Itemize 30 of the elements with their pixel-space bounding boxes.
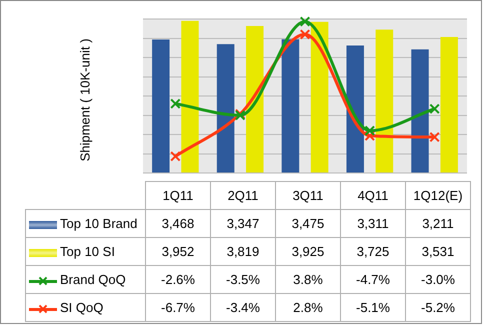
data-label: 3,925 — [276, 238, 340, 266]
data-label: -5.1% — [340, 294, 406, 322]
data-label: 3,468 — [146, 210, 210, 238]
data-label: 3,819 — [210, 238, 276, 266]
data-label: -5.2% — [406, 294, 470, 322]
data-label: 3,347 — [210, 210, 276, 238]
data-label: -2.6% — [146, 266, 210, 294]
legend-label: Top 10 SI — [26, 238, 146, 266]
data-label: 3,725 — [340, 238, 406, 266]
data-label: -3.0% — [406, 266, 470, 294]
data-label: 3,475 — [276, 210, 340, 238]
data-label: -6.7% — [146, 294, 210, 322]
y-axis-title: Shipment ( 10K-unit ) — [78, 38, 92, 162]
x-tick-label: 1Q12(E) — [406, 182, 470, 210]
x-tick-label: 1Q11 — [146, 182, 210, 210]
x-tick-label: 4Q11 — [340, 182, 406, 210]
data-label: -4.7% — [340, 266, 406, 294]
data-label: 3,531 — [406, 238, 470, 266]
legend-label: SI QoQ — [26, 294, 146, 322]
data-label: 2.8% — [276, 294, 340, 322]
data-label: 3,211 — [406, 210, 470, 238]
x-tick-label: 3Q11 — [276, 182, 340, 210]
data-label: -3.4% — [210, 294, 276, 322]
data-label: 3.8% — [276, 266, 340, 294]
x-tick-label: 2Q11 — [210, 182, 276, 210]
data-label: 3,952 — [146, 238, 210, 266]
data-label: 3,311 — [340, 210, 406, 238]
data-label: -3.5% — [210, 266, 276, 294]
legend-label: Top 10 Brand — [26, 210, 146, 238]
legend-label: Brand QoQ — [26, 266, 146, 294]
